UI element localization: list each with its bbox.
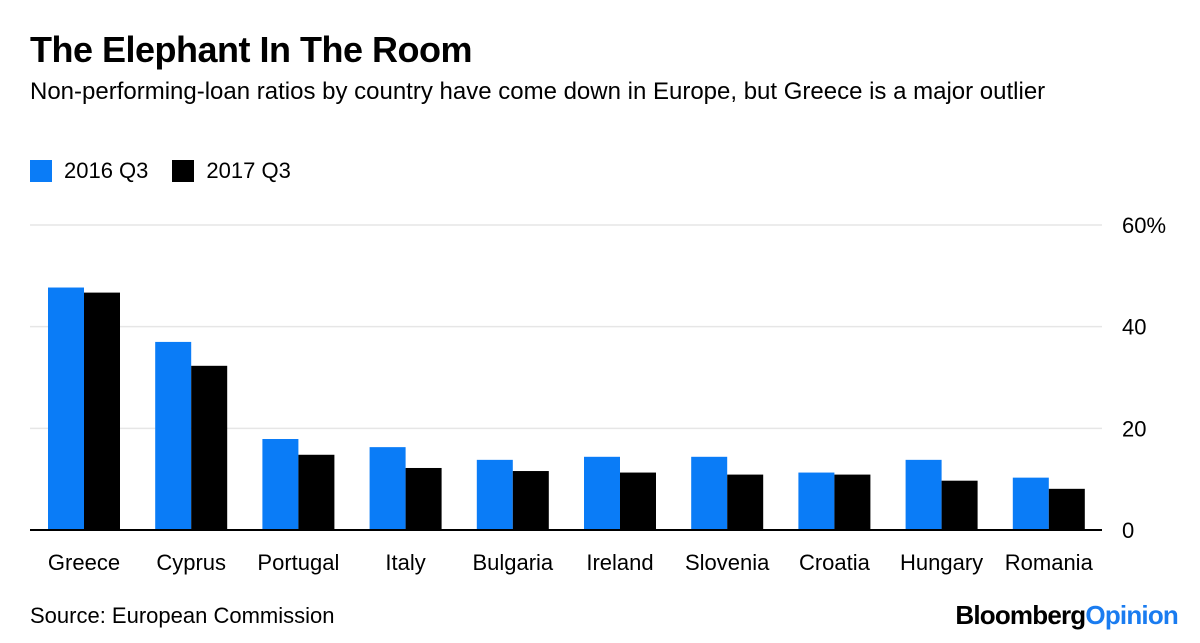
legend-label-2016: 2016 Q3 [64,158,149,183]
x-tick-label-ireland: Ireland [586,550,653,575]
bar-bulgaria-2017-q3 [512,471,549,530]
x-tick-label-portugal: Portugal [257,550,339,575]
bar-portugal-2017-q3 [298,454,335,530]
bar-cyprus-2016-q3 [155,341,192,530]
legend-label-2017: 2017 Q3 [206,158,291,183]
y-tick-label-0: 0 [1122,518,1134,543]
legend-swatch-2016 [30,160,52,182]
y-tick-label-60: 60% [1122,213,1166,238]
legend-item-2017: 2017 Q3 [172,158,291,184]
bar-ireland-2016-q3 [584,456,620,530]
legend-item-2016: 2016 Q3 [30,158,148,184]
x-tick-label-italy: Italy [385,550,425,575]
x-tick-label-bulgaria: Bulgaria [472,550,553,575]
bar-slovenia-2016-q3 [691,456,728,530]
x-tick-label-romania: Romania [1005,550,1094,575]
bar-croatia-2016-q3 [798,472,835,530]
brand-main: Bloomberg [955,600,1086,630]
bar-ireland-2017-q3 [620,472,656,530]
chart-subtitle: Non-performing-loan ratios by country ha… [30,78,1046,105]
chart-title: The Elephant In The Room [30,29,473,70]
bar-romania-2016-q3 [1012,477,1049,530]
bar-greece-2016-q3 [48,287,84,530]
bar-romania-2017-q3 [1048,488,1085,530]
source-note: Source: European Commission [30,603,335,628]
bar-italy-2017-q3 [405,467,442,530]
bar-greece-2017-q3 [84,292,120,530]
bar-hungary-2016-q3 [905,459,942,530]
bar-hungary-2017-q3 [941,480,978,530]
brand-accent: Opinion [1085,600,1178,630]
bar-bulgaria-2016-q3 [476,459,513,530]
bar-italy-2016-q3 [369,447,406,530]
bar-portugal-2016-q3 [262,439,299,530]
bar-croatia-2017-q3 [834,474,871,530]
bar-cyprus-2017-q3 [191,365,228,530]
legend: 2016 Q3 2017 Q3 [30,158,315,184]
x-tick-label-croatia: Croatia [799,550,871,575]
legend-swatch-2017 [172,160,195,182]
x-tick-label-cyprus: Cyprus [156,550,226,575]
x-tick-label-hungary: Hungary [900,550,983,575]
x-tick-label-greece: Greece [48,550,120,575]
x-tick-label-slovenia: Slovenia [685,550,770,575]
y-tick-label-40: 40 [1122,315,1146,340]
bar-slovenia-2017-q3 [727,474,764,530]
brand-logo: BloombergOpinion [955,600,1178,631]
y-tick-label-20: 20 [1122,416,1146,441]
